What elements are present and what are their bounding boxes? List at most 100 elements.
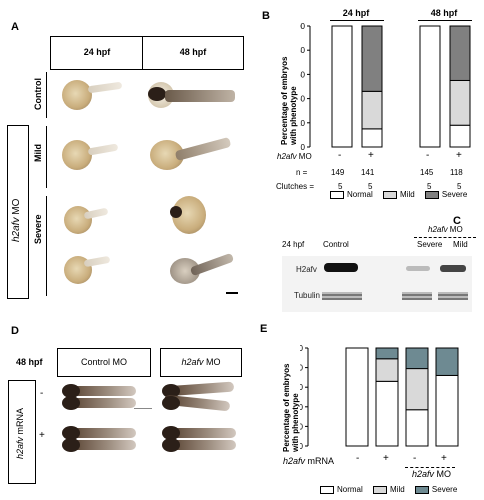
bar-mild [449, 79, 471, 126]
bar-normal [345, 347, 369, 447]
panel-c-label: C [453, 215, 461, 227]
panel-e-ylabel: Percentage of embryos with phenotype [282, 363, 300, 452]
y-tick-label: 100 [300, 344, 304, 353]
panel-a-group-label: h2afv MO [11, 198, 22, 242]
panel-d-label: D [11, 325, 19, 337]
bar-normal [419, 25, 441, 148]
y-tick-label: 20 [300, 422, 304, 431]
panel-d-col-mo: h2afv MO [160, 348, 242, 377]
mo-sign: - [338, 150, 342, 161]
scale-bar [226, 292, 238, 294]
clutch-value: 5 [338, 182, 343, 191]
bar-mild [375, 358, 399, 382]
mrna-sign: - [413, 453, 417, 464]
panel-b-label: B [262, 10, 270, 22]
panel-a-group-box: h2afv MO [7, 125, 29, 299]
panel-b-col-24hpf: 24 hpf [342, 8, 370, 18]
band-control-tubulin [322, 292, 362, 300]
y-tick-label: 60 [300, 70, 306, 79]
panel-a-col-24hpf: 24 hpf [50, 36, 144, 70]
bar-severe [361, 25, 383, 92]
panel-c-col-severe: Severe [417, 240, 443, 249]
panel-a-row-divider [46, 196, 47, 296]
panel-e-mo-label: h2afv MO [412, 469, 452, 479]
bar-severe [375, 347, 399, 360]
y-tick-label: 60 [300, 383, 304, 392]
mrna-sign: + [441, 453, 447, 464]
panel-a-row-mild: Mild [33, 144, 43, 162]
legend-normal: Normal [330, 190, 373, 199]
panel-b-row-clutches: Clutches = [276, 182, 315, 191]
bar-normal [405, 409, 429, 447]
western-blot: H2afv Tubulin [282, 256, 472, 312]
panel-d-row-sign-minus: - [40, 388, 44, 399]
bar-normal [435, 374, 459, 447]
band-severe-tubulin [402, 292, 432, 300]
bar-severe [449, 25, 471, 81]
panel-b-col-underline [330, 20, 384, 21]
panel-c-mo-label: h2afv MO [428, 225, 463, 234]
bar-mild [361, 90, 383, 130]
panel-b-ylabel: Percentage of embryos with phenotype [280, 56, 298, 145]
panel-a-row-divider [46, 72, 47, 118]
n-value: 141 [361, 168, 375, 177]
panel-c-col-mild: Mild [453, 240, 468, 249]
panel-b-row-mo: h2afv MO [277, 152, 312, 161]
panel-e-legend: Normal Mild Severe [320, 485, 457, 494]
panel-a-row-severe: Severe [33, 214, 43, 244]
panel-d-col-control: Control MO [57, 348, 151, 377]
y-tick-label: 40 [300, 95, 306, 104]
legend-severe: Severe [424, 190, 467, 199]
band-mild-tubulin [438, 292, 468, 300]
bar-normal [375, 380, 399, 447]
band-label-tubulin: Tubulin [294, 291, 320, 300]
band-label-h2afv: H2afv [296, 265, 317, 274]
panel-d-row-box: h2afv mRNA [8, 380, 36, 484]
panel-c-mo-line [414, 237, 476, 238]
panel-a-col-48hpf: 48 hpf [142, 36, 244, 70]
panel-b-row-n: n = [296, 168, 308, 177]
panel-b-chart: 0 20 40 60 80 100 [300, 22, 471, 152]
bar-mild [405, 368, 429, 411]
mo-sign: + [456, 150, 462, 161]
y-tick-label: 0 [300, 442, 304, 451]
panel-a-row-divider [46, 126, 47, 188]
bar-normal [331, 25, 353, 148]
panel-c-col-control: Control [323, 240, 349, 249]
bar-severe [405, 347, 429, 370]
y-tick-label: 40 [300, 403, 304, 412]
bar-normal [449, 124, 471, 148]
panel-b-legend: Normal Mild Severe [330, 190, 467, 199]
legend-normal: Normal [320, 485, 363, 494]
clutch-value: 5 [368, 182, 373, 191]
mrna-sign: - [356, 453, 360, 464]
y-tick-label: 20 [300, 119, 306, 128]
legend-mild: Mild [383, 190, 415, 199]
y-tick-label: 80 [300, 46, 306, 55]
panel-d-col-mo-text: h2afv MO [181, 357, 221, 367]
y-tick-label: 100 [300, 22, 306, 31]
clutch-value: 5 [457, 182, 462, 191]
panel-d-timepoint: 48 hpf [16, 357, 43, 367]
panel-d-row-label: h2afv mRNA [15, 407, 25, 459]
panel-b-col-underline [418, 20, 472, 21]
legend-severe: Severe [414, 485, 457, 494]
mo-sign: - [426, 150, 430, 161]
mo-sign: + [368, 150, 374, 161]
clutch-value: 5 [427, 182, 432, 191]
n-value: 145 [420, 168, 434, 177]
panel-b-col-48hpf: 48 hpf [430, 8, 458, 18]
panel-c-timepoint: 24 hpf [282, 240, 305, 249]
panel-a-label: A [11, 21, 19, 33]
panel-e-label: E [260, 323, 268, 335]
panel-a-col-24hpf-text: 24 hpf [83, 47, 111, 57]
mrna-sign: + [383, 453, 389, 464]
panel-d-row-sign-plus: + [39, 430, 45, 441]
panel-a-row-control: Control [33, 78, 43, 110]
bar-severe [435, 347, 459, 376]
panel-e-chart: 0 20 40 60 80 100 [300, 344, 459, 451]
bar-normal [361, 128, 383, 148]
panel-d-col-control-text: Control MO [80, 357, 127, 367]
n-value: 149 [331, 168, 345, 177]
panel-e-row-mrna: h2afv mRNA [283, 456, 335, 466]
